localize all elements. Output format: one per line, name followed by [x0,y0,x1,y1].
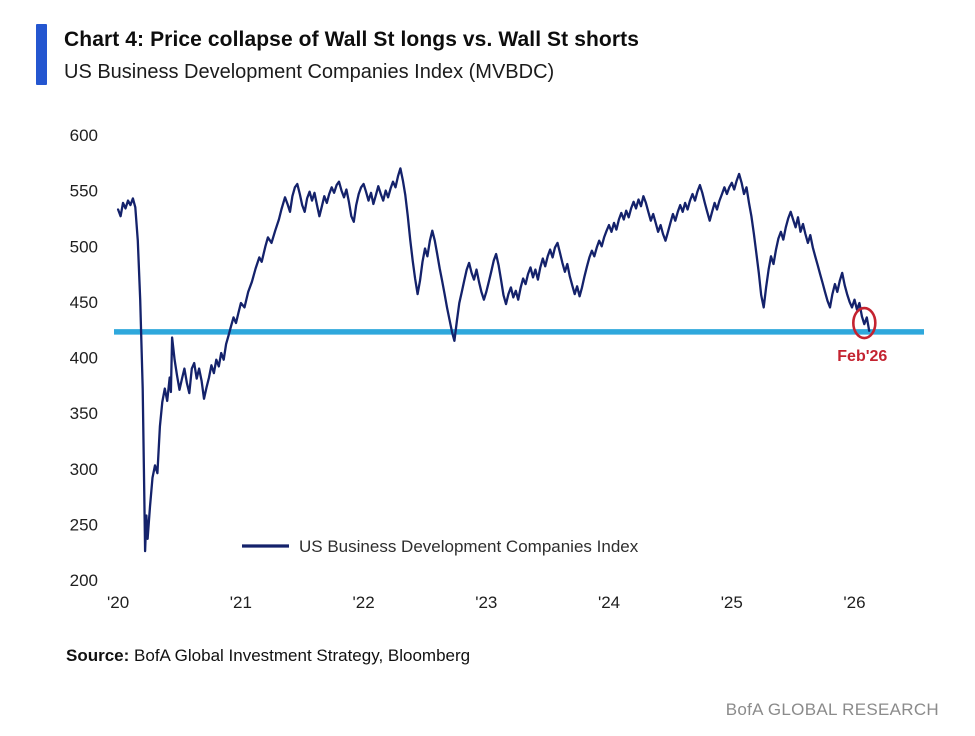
chart-header: Chart 4: Price collapse of Wall St longs… [36,24,975,85]
y-axis-label: 450 [70,293,98,312]
x-axis-label: '24 [598,593,620,612]
chart-title: Chart 4: Price collapse of Wall St longs… [64,28,639,51]
line-chart: 200 250 300 350 400 450 500 550 600 '20 '21 '22 '23 '… [70,126,924,612]
chart-titles: Chart 4: Price collapse of Wall St longs… [64,24,639,85]
x-axis-label: '22 [353,593,375,612]
x-axis-label: '20 [107,593,129,612]
chart-subtitle: US Business Development Companies Index … [64,61,555,83]
annotation-label: Feb'26 [837,348,887,365]
chart-area: 200 250 300 350 400 450 500 550 600 '20 '21 '22 '23 '… [50,126,975,624]
x-axis-label: '21 [230,593,252,612]
legend-label: US Business Development Companies Index [299,537,639,556]
source-text: BofA Global Investment Strategy, Bloombe… [134,646,471,665]
source-note: Source: BofA Global Investment Strategy,… [66,646,975,666]
y-axis-label: 250 [70,515,98,534]
brand-footer: BofA GLOBAL RESEARCH [725,700,939,719]
y-axis-label: 300 [70,460,98,479]
y-axis-label: 350 [70,404,98,423]
y-axis-label: 600 [70,127,98,145]
y-axis-label: 500 [70,237,98,256]
y-axis-label: 200 [70,571,98,590]
series-line [116,167,871,553]
x-axis-label: '26 [843,593,865,612]
source-label: Source: [66,646,130,665]
x-axis-label: '23 [475,593,497,612]
annotation-circle [852,306,877,340]
y-axis-label: 550 [70,182,98,201]
title-accent-bar [36,24,47,85]
x-axis-label: '25 [721,593,743,612]
y-axis-label: 400 [70,349,98,368]
